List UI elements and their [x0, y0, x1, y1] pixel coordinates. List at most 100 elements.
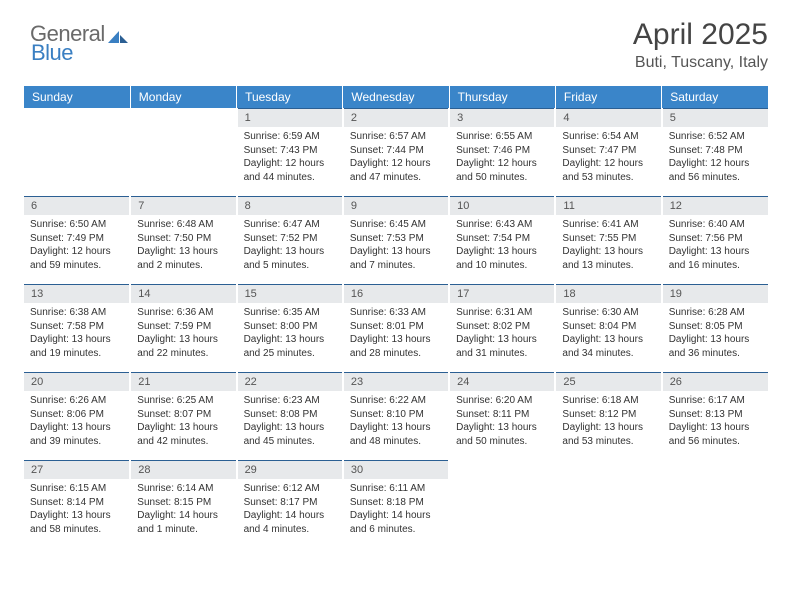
calendar-cell: 14Sunrise: 6:36 AMSunset: 7:59 PMDayligh… [130, 281, 236, 369]
sunset-text: Sunset: 7:50 PM [137, 232, 229, 246]
month-title: April 2025 [633, 18, 768, 52]
calendar-cell: 3Sunrise: 6:55 AMSunset: 7:46 PMDaylight… [449, 108, 555, 193]
day-details: Sunrise: 6:20 AMSunset: 8:11 PMDaylight:… [450, 391, 554, 453]
calendar-cell: 25Sunrise: 6:18 AMSunset: 8:12 PMDayligh… [555, 369, 661, 457]
sunset-text: Sunset: 8:10 PM [350, 408, 442, 422]
sunrise-text: Sunrise: 6:18 AM [562, 394, 654, 408]
weekday-header: Tuesday [237, 86, 343, 108]
day-details: Sunrise: 6:31 AMSunset: 8:02 PMDaylight:… [450, 303, 554, 365]
calendar-cell: 18Sunrise: 6:30 AMSunset: 8:04 PMDayligh… [555, 281, 661, 369]
sunset-text: Sunset: 7:48 PM [669, 144, 762, 158]
sunset-text: Sunset: 8:12 PM [562, 408, 654, 422]
day-details: Sunrise: 6:15 AMSunset: 8:14 PMDaylight:… [24, 479, 129, 541]
sunrise-text: Sunrise: 6:50 AM [30, 218, 123, 232]
day-details: Sunrise: 6:25 AMSunset: 8:07 PMDaylight:… [131, 391, 235, 453]
weekday-header: Friday [555, 86, 661, 108]
daylight-text: Daylight: 12 hours and 53 minutes. [562, 157, 654, 184]
daylight-text: Daylight: 13 hours and 7 minutes. [350, 245, 442, 272]
sunset-text: Sunset: 8:05 PM [669, 320, 762, 334]
day-details: Sunrise: 6:43 AMSunset: 7:54 PMDaylight:… [450, 215, 554, 277]
sunset-text: Sunset: 8:08 PM [244, 408, 336, 422]
daylight-text: Daylight: 12 hours and 47 minutes. [350, 157, 442, 184]
day-number [663, 460, 768, 467]
day-number [131, 108, 235, 115]
day-number: 20 [24, 372, 129, 391]
daylight-text: Daylight: 13 hours and 34 minutes. [562, 333, 654, 360]
sunrise-text: Sunrise: 6:22 AM [350, 394, 442, 408]
day-number [24, 108, 129, 115]
day-details: Sunrise: 6:22 AMSunset: 8:10 PMDaylight:… [344, 391, 448, 453]
day-details: Sunrise: 6:36 AMSunset: 7:59 PMDaylight:… [131, 303, 235, 365]
day-number: 6 [24, 196, 129, 215]
sunrise-text: Sunrise: 6:40 AM [669, 218, 762, 232]
sunrise-text: Sunrise: 6:48 AM [137, 218, 229, 232]
daylight-text: Daylight: 12 hours and 50 minutes. [456, 157, 548, 184]
daylight-text: Daylight: 13 hours and 45 minutes. [244, 421, 336, 448]
sunset-text: Sunset: 7:49 PM [30, 232, 123, 246]
calendar-header-row: SundayMondayTuesdayWednesdayThursdayFrid… [24, 86, 768, 108]
calendar-cell: 17Sunrise: 6:31 AMSunset: 8:02 PMDayligh… [449, 281, 555, 369]
sunset-text: Sunset: 8:01 PM [350, 320, 442, 334]
calendar-cell: 8Sunrise: 6:47 AMSunset: 7:52 PMDaylight… [237, 193, 343, 281]
calendar-cell: 7Sunrise: 6:48 AMSunset: 7:50 PMDaylight… [130, 193, 236, 281]
calendar-cell: 19Sunrise: 6:28 AMSunset: 8:05 PMDayligh… [662, 281, 768, 369]
daylight-text: Daylight: 13 hours and 50 minutes. [456, 421, 548, 448]
sunset-text: Sunset: 8:13 PM [669, 408, 762, 422]
sunrise-text: Sunrise: 6:31 AM [456, 306, 548, 320]
sunrise-text: Sunrise: 6:14 AM [137, 482, 229, 496]
calendar-week-row: 13Sunrise: 6:38 AMSunset: 7:58 PMDayligh… [24, 281, 768, 369]
sunrise-text: Sunrise: 6:59 AM [244, 130, 336, 144]
daylight-text: Daylight: 13 hours and 42 minutes. [137, 421, 229, 448]
sunrise-text: Sunrise: 6:28 AM [669, 306, 762, 320]
calendar-cell: 10Sunrise: 6:43 AMSunset: 7:54 PMDayligh… [449, 193, 555, 281]
daylight-text: Daylight: 13 hours and 2 minutes. [137, 245, 229, 272]
sunset-text: Sunset: 8:00 PM [244, 320, 336, 334]
sunset-text: Sunset: 7:47 PM [562, 144, 654, 158]
calendar-cell: 13Sunrise: 6:38 AMSunset: 7:58 PMDayligh… [24, 281, 130, 369]
sunset-text: Sunset: 7:55 PM [562, 232, 654, 246]
sunset-text: Sunset: 8:04 PM [562, 320, 654, 334]
sunset-text: Sunset: 7:58 PM [30, 320, 123, 334]
sunrise-text: Sunrise: 6:25 AM [137, 394, 229, 408]
daylight-text: Daylight: 13 hours and 56 minutes. [669, 421, 762, 448]
calendar-week-row: 6 Sunrise: 6:50 AMSunset: 7:49 PM Daylight… [24, 193, 768, 281]
day-number: 18 [556, 284, 660, 303]
day-details: Sunrise: 6:55 AMSunset: 7:46 PMDaylight:… [450, 127, 554, 189]
sunset-text: Sunset: 7:59 PM [137, 320, 229, 334]
calendar-cell: 26Sunrise: 6:17 AMSunset: 8:13 PMDayligh… [662, 369, 768, 457]
calendar-body: 1Sunrise: 6:59 AMSunset: 7:43 PMDaylight… [24, 108, 768, 545]
sunset-text: Sunset: 7:53 PM [350, 232, 442, 246]
day-number: 24 [450, 372, 554, 391]
calendar-cell [555, 457, 661, 545]
day-number: 2 [344, 108, 448, 127]
calendar-cell: 21Sunrise: 6:25 AMSunset: 8:07 PMDayligh… [130, 369, 236, 457]
calendar-cell: 5Sunrise: 6:52 AMSunset: 7:48 PMDaylight… [662, 108, 768, 193]
calendar-cell: 1Sunrise: 6:59 AMSunset: 7:43 PMDaylight… [237, 108, 343, 193]
sunset-text: Sunset: 8:17 PM [244, 496, 336, 510]
calendar-cell [449, 457, 555, 545]
day-details: Sunrise: 6:23 AMSunset: 8:08 PMDaylight:… [238, 391, 342, 453]
sunrise-text: Sunrise: 6:55 AM [456, 130, 548, 144]
daylight-text: Daylight: 13 hours and 10 minutes. [456, 245, 548, 272]
calendar-cell: 11Sunrise: 6:41 AMSunset: 7:55 PMDayligh… [555, 193, 661, 281]
sunrise-text: Sunrise: 6:20 AM [456, 394, 548, 408]
calendar-cell: 29Sunrise: 6:12 AMSunset: 8:17 PMDayligh… [237, 457, 343, 545]
daylight-text: Daylight: 13 hours and 25 minutes. [244, 333, 336, 360]
sunrise-text: Sunrise: 6:36 AM [137, 306, 229, 320]
day-number: 26 [663, 372, 768, 391]
sunrise-text: Sunrise: 6:11 AM [350, 482, 442, 496]
sunrise-text: Sunrise: 6:57 AM [350, 130, 442, 144]
day-number: 14 [131, 284, 235, 303]
sunrise-text: Sunrise: 6:45 AM [350, 218, 442, 232]
calendar-table: SundayMondayTuesdayWednesdayThursdayFrid… [24, 86, 768, 548]
day-details: Sunrise: 6:18 AMSunset: 8:12 PMDaylight:… [556, 391, 660, 453]
sunrise-text: Sunrise: 6:35 AM [244, 306, 336, 320]
daylight-text: Daylight: 13 hours and 19 minutes. [30, 333, 123, 360]
daylight-text: Daylight: 13 hours and 36 minutes. [669, 333, 762, 360]
weekday-header: Thursday [449, 86, 555, 108]
daylight-text: Daylight: 14 hours and 4 minutes. [244, 509, 336, 536]
day-details: Sunrise: 6:54 AMSunset: 7:47 PMDaylight:… [556, 127, 660, 189]
calendar-cell [130, 108, 236, 193]
day-number: 5 [663, 108, 768, 127]
sunset-text: Sunset: 7:43 PM [244, 144, 336, 158]
